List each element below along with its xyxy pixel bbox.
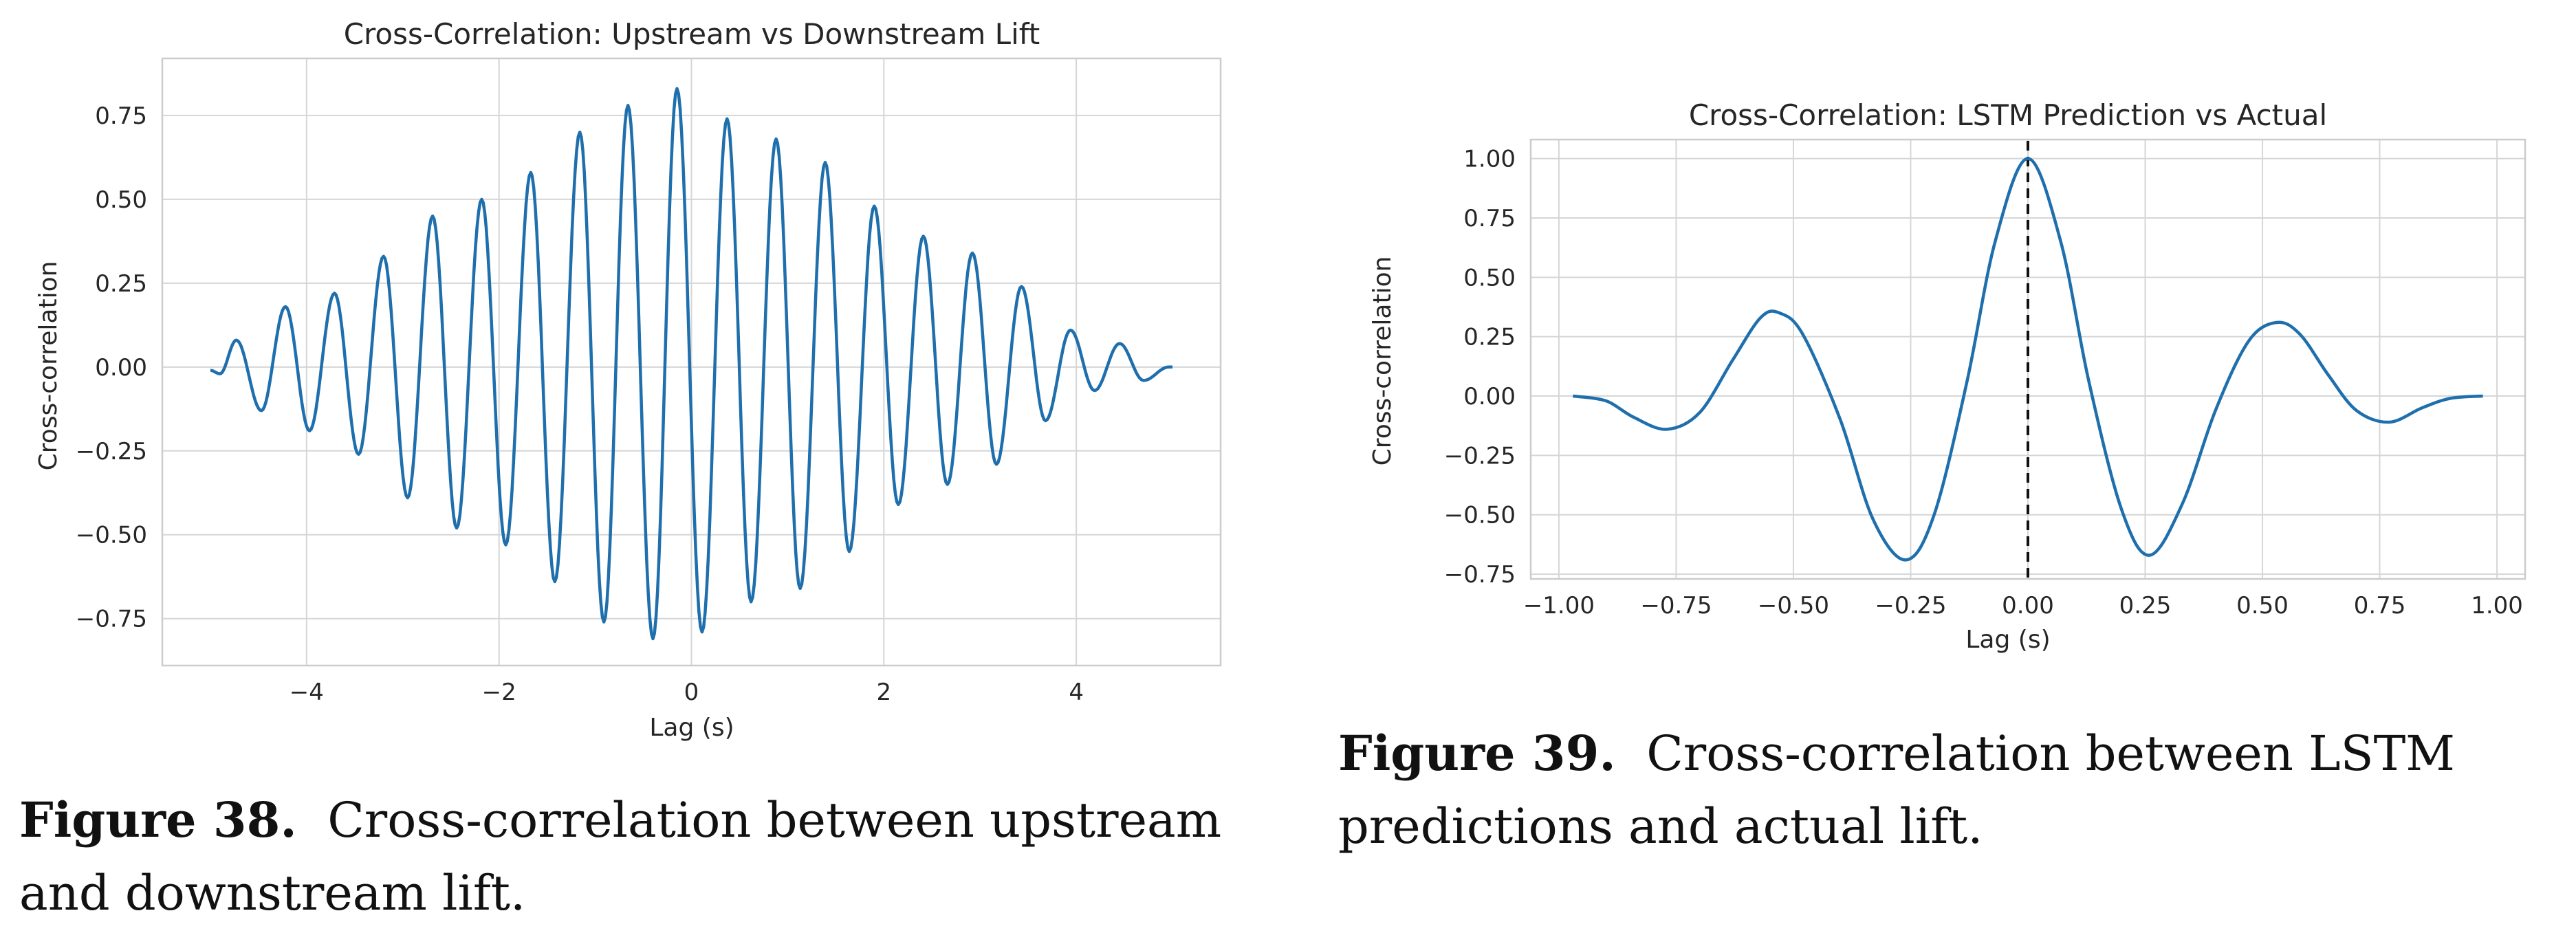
figure-38-label: Figure 38.: [19, 791, 297, 848]
x-tick-label: −2: [482, 679, 516, 706]
x-tick-label: 4: [1069, 679, 1084, 706]
y-tick-label: −0.25: [76, 438, 147, 465]
x-tick-label: 0: [684, 679, 699, 706]
chart-title: Cross-Correlation: LSTM Prediction vs Ac…: [1689, 98, 2327, 132]
x-tick-label: −0.75: [1640, 592, 1712, 619]
x-tick-label: 2: [876, 679, 891, 706]
figure-38-text: Cross-correlation between upstream and d…: [19, 792, 1222, 921]
x-tick-label: 1.00: [2471, 592, 2523, 619]
x-tick-label: 0.50: [2236, 592, 2289, 619]
x-tick-label: −4: [290, 679, 324, 706]
chart-upstream-vs-downstream: Cross-Correlation: Upstream vs Downstrea…: [34, 17, 1222, 742]
x-tick-label: 0.00: [2002, 592, 2054, 619]
x-tick-label: −0.50: [1758, 592, 1829, 619]
x-tick-label: 0.25: [2119, 592, 2172, 619]
plot-frame: [161, 57, 1222, 667]
y-tick-label: 0.75: [1463, 205, 1516, 232]
plot-frame: [1529, 138, 2526, 580]
figure-39-label: Figure 39.: [1338, 725, 1616, 782]
figure-39-caption: Figure 39. Cross-correlation between LST…: [1338, 717, 2562, 863]
x-axis-label: Lag (s): [1965, 626, 2050, 654]
x-tick-label: −0.25: [1875, 592, 1946, 619]
y-tick-label: −0.50: [76, 522, 147, 549]
y-tick-label: 0.00: [95, 354, 147, 382]
x-axis-label: Lag (s): [649, 714, 734, 742]
series-line: [1573, 157, 2483, 562]
y-tick-label: 0.75: [95, 102, 147, 130]
x-tick-label: 0.75: [2354, 592, 2406, 619]
y-tick-label: −0.75: [76, 606, 147, 633]
y-tick-label: 0.00: [1463, 383, 1516, 410]
chart-title: Cross-Correlation: Upstream vs Downstrea…: [344, 17, 1040, 51]
figure-39-text: Cross-correlation between LSTM predictio…: [1338, 725, 2455, 855]
y-tick-label: 0.50: [95, 186, 147, 214]
y-tick-label: 0.25: [1463, 324, 1516, 351]
y-tick-label: −0.25: [1444, 442, 1516, 470]
figure-38-caption: Figure 38. Cross-correlation between ups…: [19, 784, 1250, 930]
series-line: [209, 87, 1174, 641]
y-tick-label: −0.75: [1444, 561, 1516, 589]
y-tick-label: 1.00: [1463, 146, 1516, 173]
y-tick-label: 0.25: [95, 270, 147, 298]
y-tick-label: −0.50: [1444, 502, 1516, 529]
y-tick-label: 0.50: [1463, 264, 1516, 292]
x-tick-label: −1.00: [1523, 592, 1595, 619]
chart-lstm-vs-actual: Cross-Correlation: LSTM Prediction vs Ac…: [1368, 98, 2526, 654]
y-axis-label: Cross-correlation: [1368, 256, 1397, 466]
y-axis-label: Cross-correlation: [34, 261, 63, 471]
